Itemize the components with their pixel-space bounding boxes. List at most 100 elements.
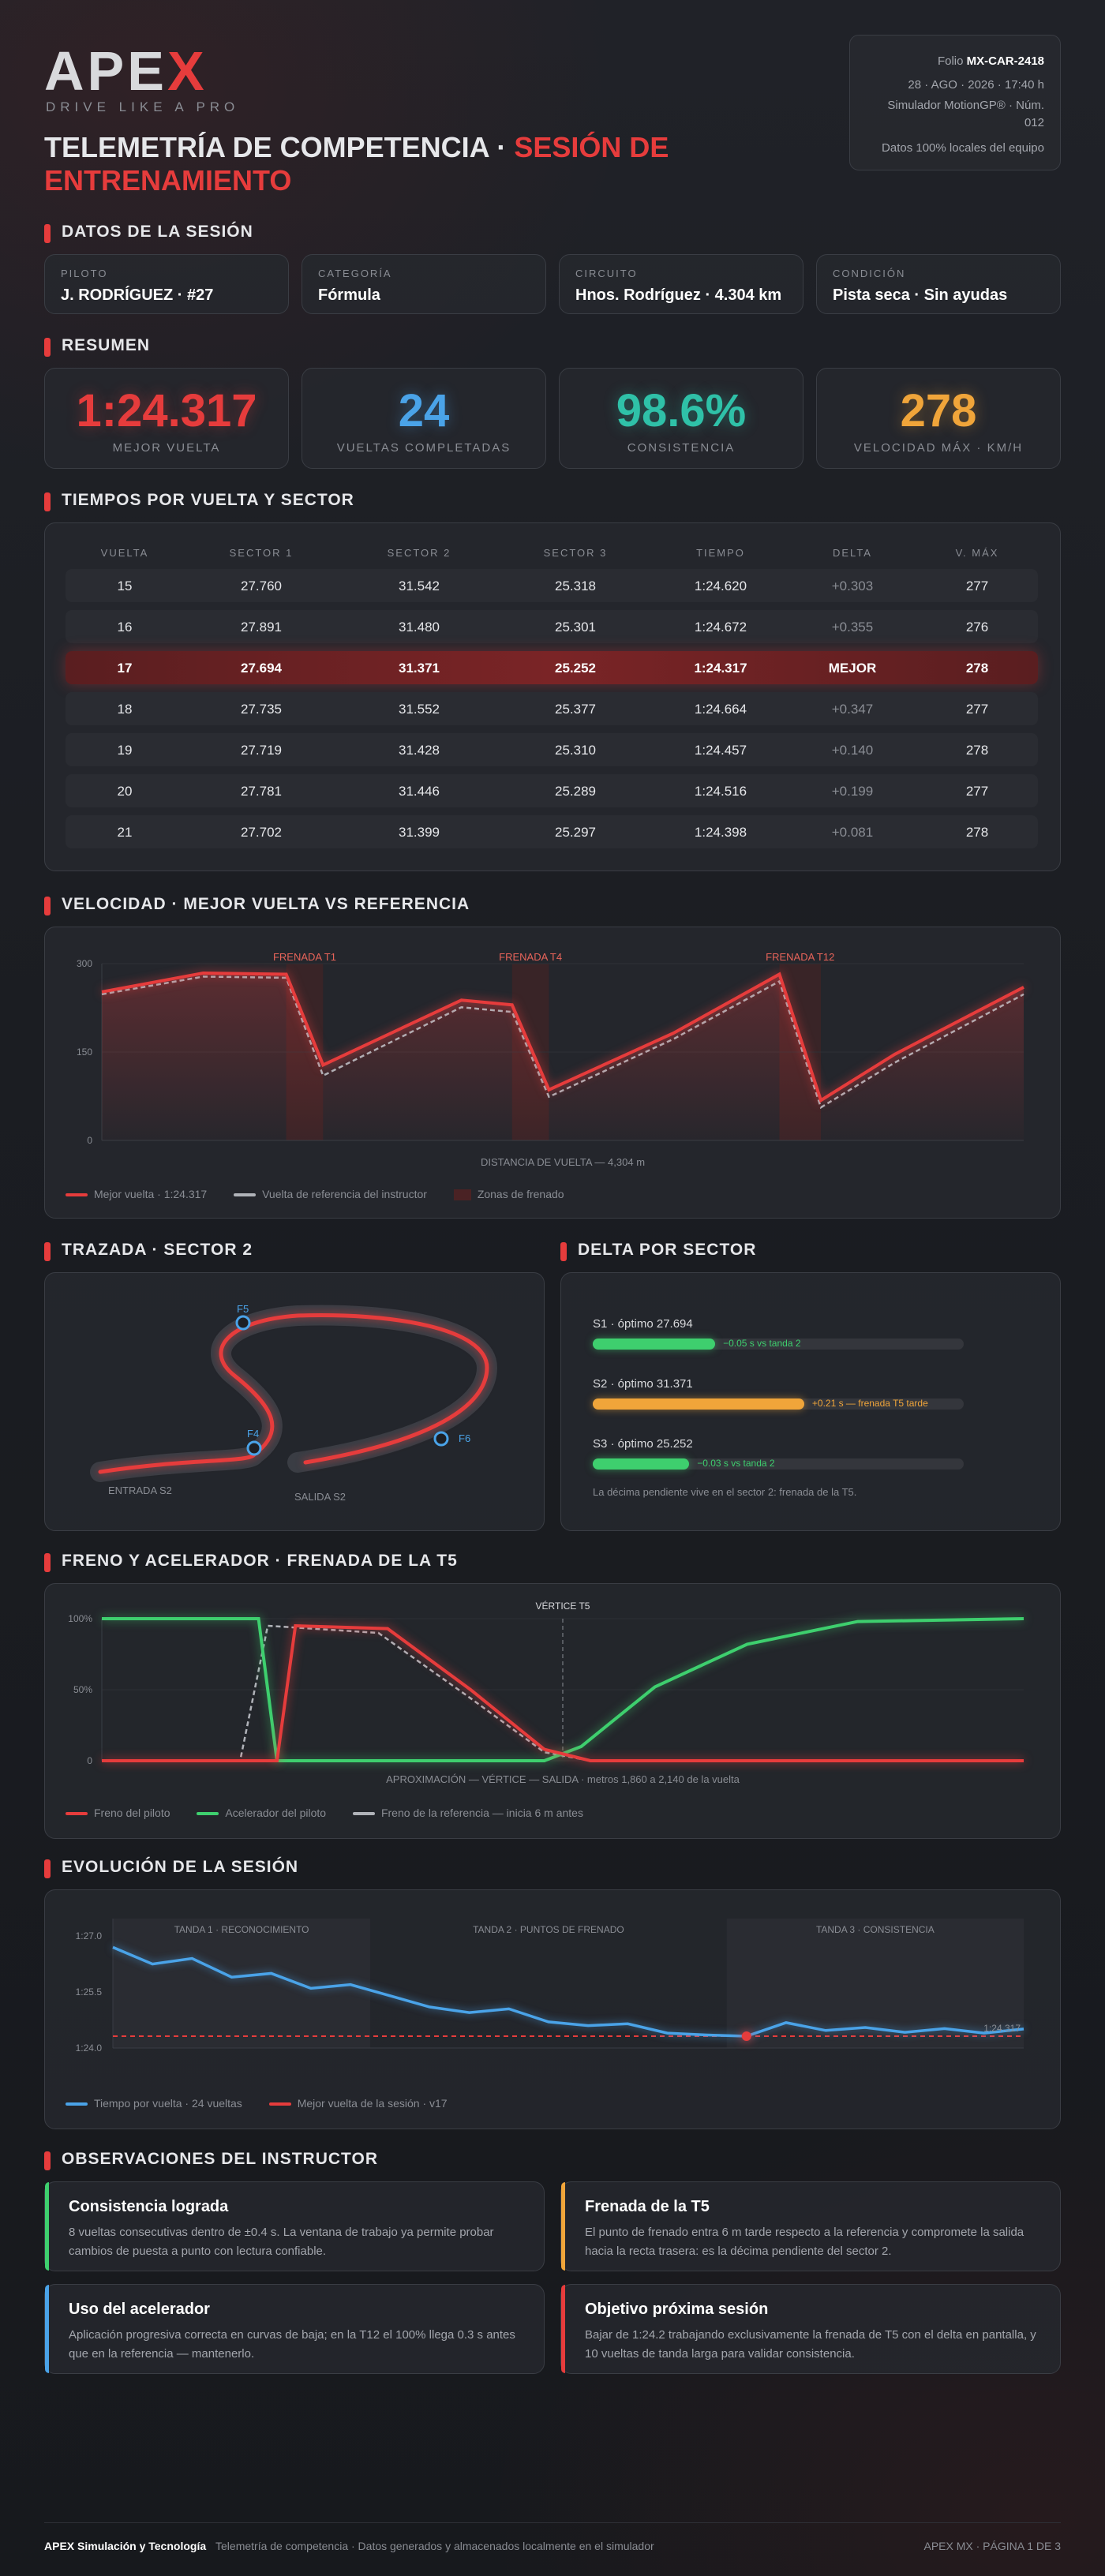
y-tick-label: 0	[87, 1135, 92, 1146]
section-title-summary: RESUMEN	[44, 336, 150, 357]
speed-area	[102, 972, 1024, 1140]
section-title-speed: VELOCIDAD · MEJOR VUELTA VS REFERENCIA	[44, 895, 470, 915]
track-surface	[90, 1305, 498, 1482]
brake-annotation: FRENADA T1	[273, 951, 336, 963]
table-cell: 1:24.664	[694, 702, 747, 717]
kpi-card: 278 VELOCIDAD MÁX · KM/H	[816, 368, 1061, 469]
brand-tagline: DRIVE LIKE A PRO	[46, 99, 240, 114]
footer: APEX Simulación y Tecnología Telemetría …	[44, 2540, 1061, 2552]
observation-card: Uso del acelerador Aplicación progresiva …	[44, 2284, 545, 2374]
laps-table: VUELTA SECTOR 1 SECTOR 2 SECTOR 3 TIEMPO DELT…	[44, 522, 1061, 871]
y-tick-label: 300	[77, 958, 92, 969]
brake-chart: 100% 50% 0 VÉRTICE T5 APROXIMACIÓN — VÉRTICE…	[68, 1600, 1024, 1785]
kpi-card: 1:24.317 MEJOR VUELTA	[44, 368, 289, 469]
y-tick-label: 150	[77, 1046, 92, 1058]
session-card-label: CATEGORÍA	[318, 268, 392, 279]
table-row: 19 27.719 31.428 25.310 1:24.457 +0.140 278	[66, 733, 1038, 766]
table-cell: 1:24.516	[694, 784, 747, 799]
kpi-value: 1:24.317	[76, 385, 257, 436]
y-tick-label: 0	[87, 1755, 92, 1766]
section-title-obs: OBSERVACIONES DEL INSTRUCTOR	[44, 2150, 378, 2170]
y-tick-label: 1:25.5	[76, 1986, 103, 1998]
marker-f6	[433, 1431, 449, 1447]
table-cell: 278	[965, 661, 989, 676]
brake-legend: Freno del piloto Acelerador del pilotо F…	[66, 1807, 607, 1819]
table-cell: 27.702	[241, 825, 282, 840]
brake-line	[102, 1623, 1024, 1762]
kpi-value: 98.6%	[616, 385, 747, 436]
delta-sector-label: S1 · óptimo 27.694	[593, 1317, 693, 1331]
table-cell: 276	[965, 620, 989, 635]
table-cell: 17	[117, 661, 133, 676]
section-title-brake: FRENO Y ACELERADOR · FRENADA DE LA T5	[44, 1552, 458, 1572]
column-header: SECTOR 2	[387, 547, 451, 559]
observation-title: Consistencia lograda	[69, 2198, 229, 2215]
observation-accent	[45, 2285, 49, 2373]
band-label: TANDA 2 · PUNTOS DE FRENADO	[473, 1924, 624, 1935]
observation-title: Uso del acelerador	[69, 2301, 210, 2318]
delta-footnote: La décima pendiente vive en el sector 2:…	[593, 1486, 857, 1498]
table-cell: 31.399	[399, 825, 440, 840]
evolution-legend: Tiempo por vuelta · 24 vueltas Mejor vue…	[66, 2097, 471, 2110]
track-map: F5 F4 F6 ENTRADA S2 SALIDA S2	[90, 1303, 498, 1503]
observation-body: Aplicación progresiva correcta en curvas…	[69, 2328, 515, 2361]
session-card-value: Hnos. Rodríguez · 4.304 km	[575, 286, 782, 304]
kpi-value: 24	[398, 385, 450, 436]
table-cell: 277	[965, 702, 989, 717]
y-tick-label: 1:27.0	[76, 1930, 103, 1941]
best-lap-line	[101, 971, 1024, 1103]
table-cell: 25.252	[555, 661, 596, 676]
session-card: PILOTO J. RODRÍGUEZ · #27	[44, 254, 289, 314]
footer-divider	[44, 2522, 1061, 2523]
table-cell: 25.377	[555, 702, 596, 717]
observation-card: Frenada de la T5 El punto de frenado entr…	[560, 2181, 1061, 2271]
delta-track: −0.05 s vs tanda 2	[593, 1338, 964, 1350]
label-exit: SALIDA S2	[294, 1491, 346, 1503]
folio-card: Folio MX-CAR-2418 28 · AGO · 2026 · 17:4…	[849, 35, 1061, 170]
observation-accent	[45, 2182, 49, 2271]
table-cell: +0.199	[831, 784, 874, 799]
table-row: 17 27.694 31.371 25.252 1:24.317 MEJOR 278	[66, 651, 1038, 684]
session-card: CATEGORÍA Fórmula	[302, 254, 546, 314]
label-f5: F5	[237, 1303, 249, 1315]
best-lap-label: 1:24.317	[983, 2023, 1021, 2034]
label-f4: F4	[247, 1428, 259, 1440]
table-cell: 27.735	[241, 702, 282, 717]
observation-body: El punto de frenado entra 6 m tarde resp…	[585, 2226, 1024, 2258]
section-title-delta: DELTA POR SECTOR	[560, 1241, 756, 1261]
table-cell: 31.428	[399, 743, 440, 758]
speed-chart-card: 300 150 0 FRENADA T1 FRENADA T4 FRENADA T12 DI…	[44, 927, 1061, 1219]
delta-sector-label: S2 · óptimo 31.371	[593, 1377, 693, 1391]
table-cell: 27.891	[241, 620, 282, 635]
kpi-label: VELOCIDAD MÁX · KM/H	[853, 441, 1024, 455]
table-cell: 1:24.620	[694, 578, 747, 593]
kpi-value: 278	[900, 385, 977, 436]
session-card-value: J. RODRÍGUEZ · #27	[61, 286, 214, 304]
session-card-value: Fórmula	[318, 286, 380, 304]
y-tick-label: 1:24.0	[76, 2042, 103, 2054]
table-cell: 25.297	[555, 825, 596, 840]
table-cell: 1:24.317	[694, 661, 747, 676]
reference-brake-line	[102, 1624, 1024, 1762]
table-cell: 1:24.457	[694, 743, 747, 758]
delta-card: S1 · óptimo 27.694 −0.05 s vs tanda 2 S2 ·…	[560, 1272, 1061, 1531]
table-cell: 15	[117, 578, 133, 593]
best-lap-point	[741, 2031, 751, 2042]
delta-note: +0.21 s — frenada T5 tarde	[811, 1398, 928, 1409]
delta-fill	[593, 1398, 804, 1410]
brand-logo: APEX	[44, 40, 208, 102]
evolution-chart: TANDA 1 · RECONOCIMIENTO TANDA 2 · PUNTOS…	[76, 1919, 1024, 2054]
table-cell: 21	[117, 825, 133, 840]
kpi-label: MEJOR VUELTA	[112, 441, 221, 455]
table-cell: 1:24.672	[694, 620, 747, 635]
brake-annotation: FRENADA T4	[499, 951, 562, 963]
y-tick-label: 100%	[68, 1613, 92, 1624]
kpi-label: CONSISTENCIA	[627, 441, 736, 455]
section-title-laps: TIEMPOS POR VUELTA Y SECTOR	[44, 491, 354, 511]
session-band	[113, 1919, 371, 2048]
observation-card: Objetivo próxima sesión Bajar de 1:24.2 t…	[560, 2284, 1061, 2374]
observation-accent	[561, 2182, 565, 2271]
brake-chart-card: 100% 50% 0 VÉRTICE T5 APROXIMACIÓN — VÉRTICE…	[44, 1583, 1061, 1839]
table-cell: 278	[965, 825, 989, 840]
table-cell: 31.552	[399, 702, 440, 717]
